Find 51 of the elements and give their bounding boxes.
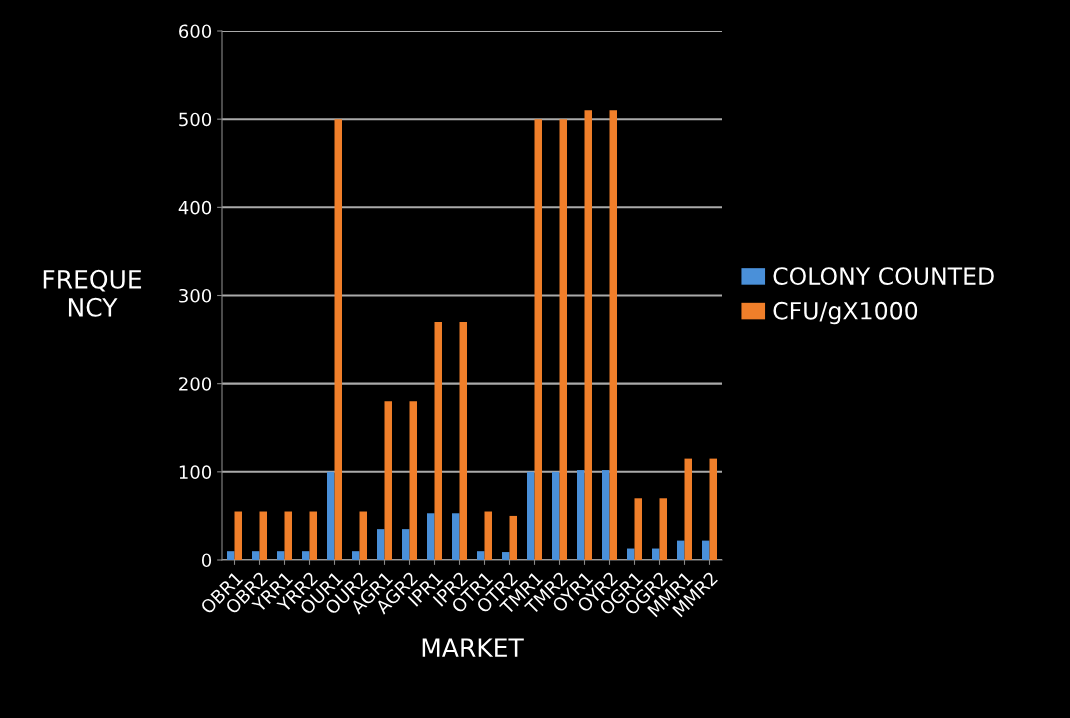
bar	[702, 540, 710, 560]
bar	[534, 119, 542, 560]
bar	[434, 321, 442, 560]
bar	[509, 515, 517, 560]
bar	[402, 529, 410, 560]
bar	[309, 511, 317, 560]
bar	[409, 401, 417, 560]
bar	[227, 551, 235, 560]
bar	[334, 119, 342, 560]
bar	[577, 470, 585, 560]
legend-label: COLONY COUNTED	[773, 267, 994, 286]
bar	[627, 548, 635, 560]
bar	[584, 110, 592, 560]
bar	[234, 511, 242, 560]
y-tick-label: 500	[179, 112, 212, 127]
bar	[684, 458, 692, 560]
bar	[484, 511, 492, 560]
bar	[377, 529, 385, 560]
y-tick-label: 400	[178, 200, 212, 215]
bar	[327, 471, 335, 560]
bar	[552, 471, 560, 560]
bar	[659, 498, 667, 560]
y-tick-label: 300	[179, 288, 212, 303]
bar	[252, 551, 260, 560]
y-tick-label: 600	[179, 24, 212, 39]
bar	[634, 498, 642, 560]
bar	[609, 110, 617, 560]
legend-label: CFU/gX1000	[773, 301, 918, 325]
bar	[527, 471, 535, 560]
bar	[259, 511, 267, 560]
bar	[459, 321, 467, 560]
bar	[359, 511, 367, 560]
bar	[652, 548, 660, 560]
bar	[427, 513, 435, 560]
bar	[677, 540, 685, 560]
bar	[384, 401, 392, 560]
bar	[452, 513, 460, 560]
y-tick-label: 200	[179, 377, 212, 391]
y-axis-title: FREQUE NCY	[43, 269, 142, 317]
bar	[709, 458, 717, 560]
bar	[502, 552, 510, 560]
bar	[277, 551, 285, 560]
bar	[559, 119, 567, 560]
bar	[352, 551, 360, 560]
y-tick-label: 0	[201, 553, 212, 568]
bar	[284, 511, 292, 560]
y-tick-label: 100	[179, 465, 212, 479]
bar	[302, 551, 310, 560]
x-axis-title: MARKET	[422, 638, 524, 657]
bar	[477, 551, 485, 560]
bar	[602, 470, 610, 560]
